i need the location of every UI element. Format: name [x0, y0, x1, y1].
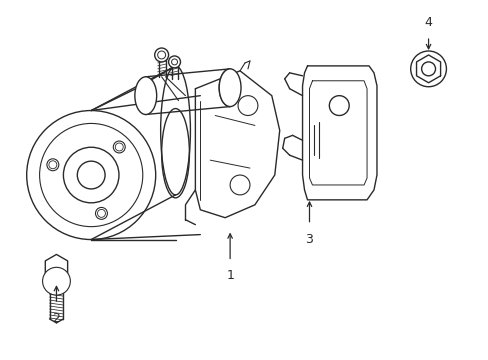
Circle shape	[42, 267, 70, 295]
Circle shape	[154, 48, 168, 62]
Ellipse shape	[135, 77, 156, 114]
Text: 2: 2	[52, 312, 61, 325]
Ellipse shape	[219, 69, 241, 107]
Text: 4: 4	[424, 16, 431, 29]
Circle shape	[168, 56, 180, 68]
Text: 3: 3	[305, 233, 313, 246]
Text: 1: 1	[226, 269, 234, 282]
